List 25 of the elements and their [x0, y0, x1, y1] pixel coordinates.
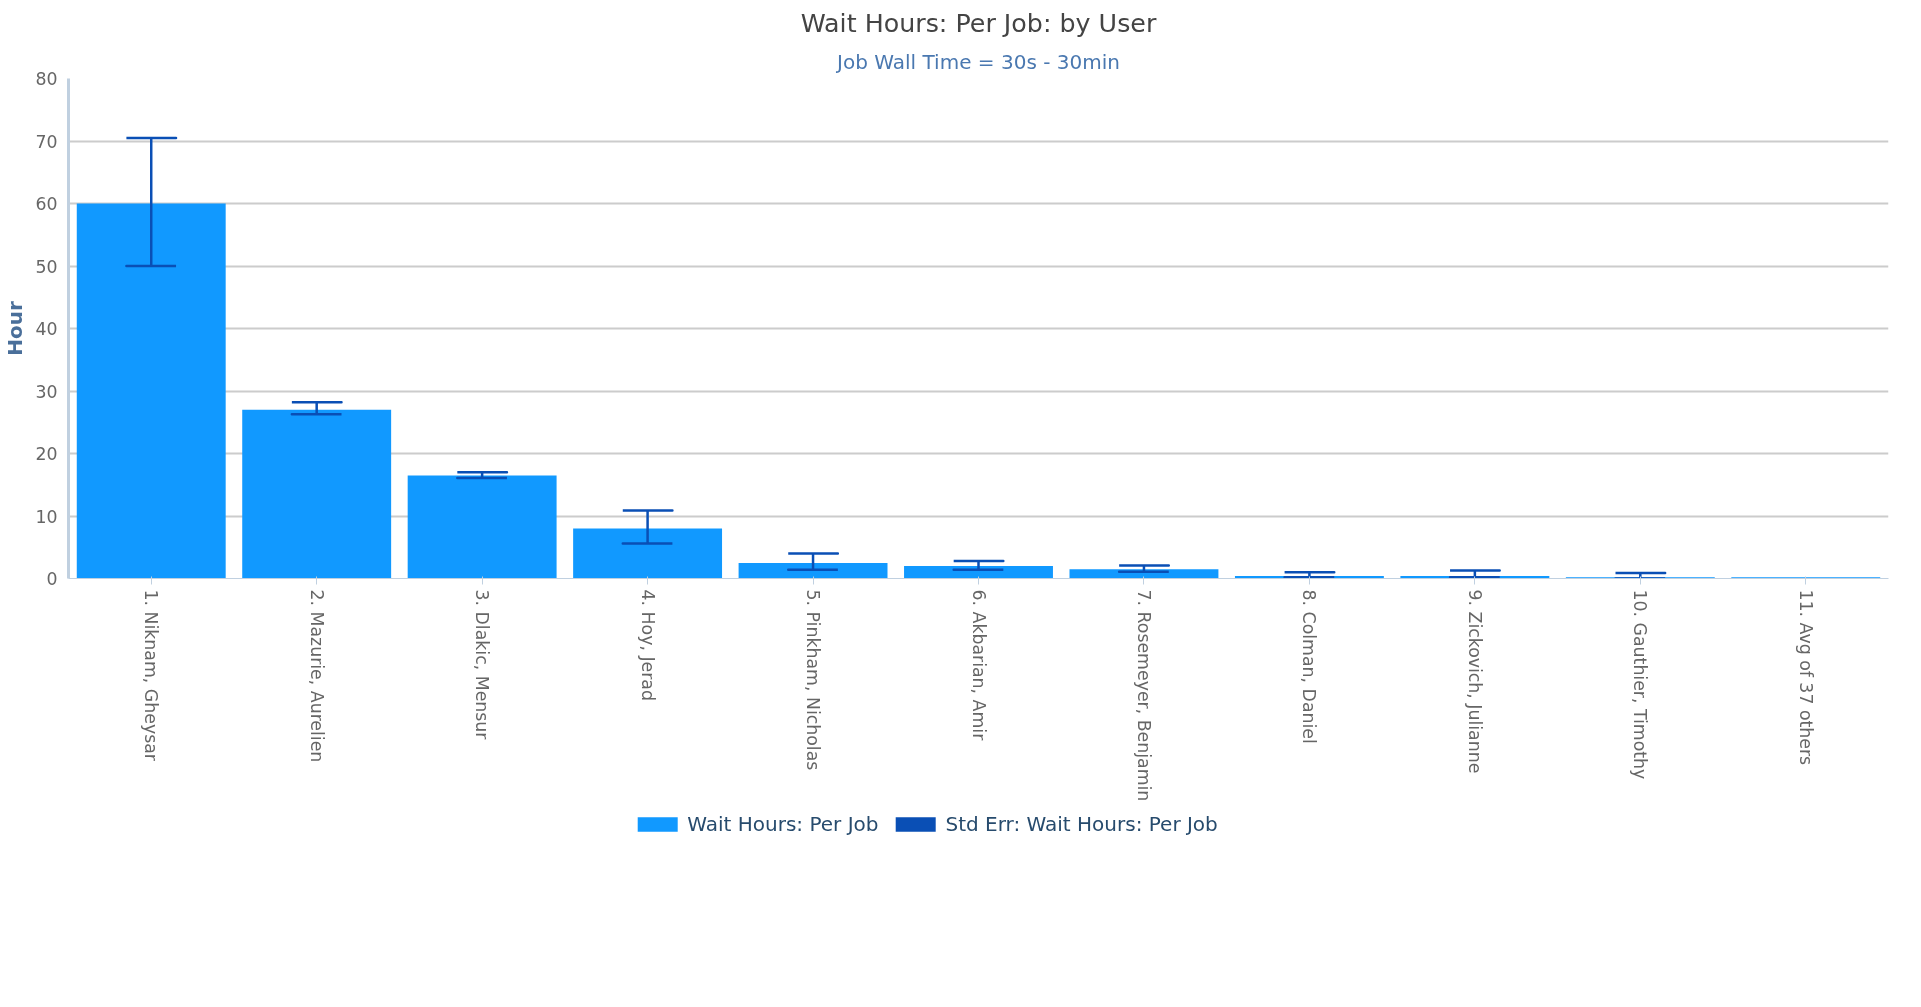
x-tick-label: 2. Mazurie, Aurelien — [306, 589, 327, 763]
x-tick-label: 6. Akbarian, Amir — [968, 589, 989, 742]
y-tick-label: 50 — [35, 256, 58, 277]
legend-label: Wait Hours: Per Job — [687, 812, 879, 836]
y-tick-label: 0 — [46, 569, 58, 589]
legend-label: Std Err: Wait Hours: Per Job — [945, 812, 1218, 836]
x-tick-label: 10. Gauthier, Timothy — [1630, 589, 1651, 780]
x-tick-label: 4. Hoy, Jerad — [637, 589, 658, 701]
x-tick-label: 11. Avg of 37 others — [1795, 589, 1816, 766]
x-tick-label: 9. Zickovich, Julianne — [1464, 589, 1485, 774]
y-tick-label: 20 — [35, 444, 58, 464]
y-tick-label: 40 — [35, 319, 58, 339]
y-tick-label: 30 — [35, 381, 58, 402]
chart-title: Wait Hours: Per Job: by User — [800, 7, 1157, 38]
x-tick-label: 1. Niknam, Gheysar — [141, 589, 162, 762]
x-tick-label: 8. Colman, Daniel — [1299, 589, 1320, 744]
y-tick-label: 70 — [35, 131, 58, 152]
x-tick-label: 3. Dlakic, Mensur — [472, 589, 493, 741]
x-tick-label: 7. Rosemeyer, Benjamin — [1133, 589, 1154, 802]
y-axis-title: Hour — [3, 301, 28, 356]
y-tick-label: 10 — [35, 506, 58, 527]
x-tick-label: 5. Pinkham, Nicholas — [803, 589, 824, 771]
chart-subtitle: Job Wall Time = 30s - 30min — [835, 49, 1120, 74]
y-tick-label: 80 — [35, 69, 58, 89]
y-tick-label: 60 — [35, 194, 58, 214]
